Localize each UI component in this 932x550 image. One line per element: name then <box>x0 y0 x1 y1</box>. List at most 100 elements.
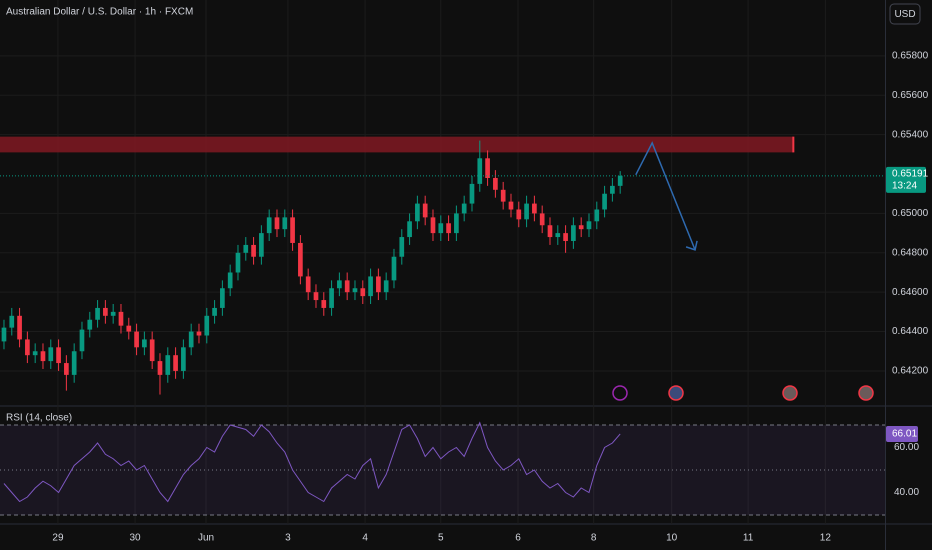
candle-body <box>1 327 7 342</box>
rsi-label-box <box>886 425 918 442</box>
price-label-box <box>886 166 926 193</box>
candle-body <box>446 223 451 234</box>
candle-body <box>149 339 155 362</box>
event-icon[interactable] <box>782 385 798 401</box>
candle-body <box>188 331 194 348</box>
candle-body <box>360 288 366 297</box>
candle-body <box>454 213 459 234</box>
x-tick-label: 11 <box>743 533 754 544</box>
x-tick-label: 8 <box>591 533 597 544</box>
y-tick-label: 0.64200 <box>892 366 929 377</box>
candle-body <box>134 331 139 348</box>
y-tick-label: 0.65400 <box>892 129 929 140</box>
rsi-tick-label: 40.00 <box>894 487 919 498</box>
candle-body <box>586 221 592 230</box>
candle-body <box>461 203 467 214</box>
candle-body <box>516 209 522 220</box>
candle-body <box>165 355 171 375</box>
x-tick-label: 3 <box>285 533 291 544</box>
x-tick-label: 6 <box>515 533 521 544</box>
candle-body <box>578 225 584 230</box>
y-tick-label: 0.64400 <box>892 326 929 337</box>
x-tick-label: 4 <box>362 533 368 544</box>
candle-body <box>56 347 61 364</box>
candle-body <box>87 319 93 330</box>
candle-body <box>298 242 303 277</box>
currency-label[interactable]: USD <box>894 9 915 20</box>
candle-body <box>64 363 69 375</box>
event-icon[interactable] <box>668 385 684 401</box>
candle-body <box>173 355 178 371</box>
indicator-title: RSI (14, close) <box>6 413 72 424</box>
candle-body <box>352 288 358 293</box>
candle-body <box>157 361 163 375</box>
candle-body <box>532 203 537 214</box>
candle-body <box>71 351 77 375</box>
candle-body <box>469 183 475 204</box>
candle-body <box>290 217 295 243</box>
candle-body <box>500 189 506 202</box>
candle-body <box>376 276 381 293</box>
candle-body <box>539 213 545 226</box>
candle-body <box>617 175 623 186</box>
currency-button[interactable] <box>889 3 921 25</box>
y-tick-label: 0.65800 <box>892 51 929 62</box>
event-icons <box>612 385 874 401</box>
candle-body <box>25 339 30 356</box>
x-tick-label: 30 <box>129 533 141 544</box>
candle-body <box>235 252 241 273</box>
candle-body <box>251 244 256 257</box>
candle-body <box>95 307 100 320</box>
candle-body <box>32 351 38 356</box>
candle-body <box>48 347 54 362</box>
candle-body <box>329 288 334 308</box>
event-icon[interactable] <box>612 385 628 401</box>
price-label: 0.65191 <box>892 168 929 179</box>
x-tick-label: Jun <box>198 533 214 544</box>
candle-body <box>594 209 600 222</box>
candle-body <box>555 233 561 238</box>
candle-body <box>243 244 249 253</box>
x-tick-label: 10 <box>666 533 678 544</box>
candle-body <box>485 158 490 178</box>
event-icon[interactable] <box>858 385 874 401</box>
rsi-line <box>3 421 621 503</box>
candle-body <box>274 217 280 230</box>
y-tick-label: 0.65000 <box>892 208 929 219</box>
candle-body <box>204 315 210 336</box>
candle-body <box>196 331 202 336</box>
candle-body <box>368 276 373 297</box>
candle-body <box>181 347 186 371</box>
candle-body <box>126 325 132 332</box>
candle-body <box>103 307 108 316</box>
candle-body <box>407 221 412 238</box>
candle-body <box>399 237 405 257</box>
candle-body <box>212 307 217 316</box>
candle-body <box>313 292 319 301</box>
candle-body <box>321 300 327 308</box>
candle-body <box>40 351 46 362</box>
candle-body <box>220 288 225 308</box>
x-tick-label: 29 <box>52 533 64 544</box>
candle-body <box>602 193 607 210</box>
candle-body <box>493 177 498 190</box>
rsi-tick-label: 60.00 <box>894 442 919 453</box>
candle-body <box>17 315 22 340</box>
candle-body <box>118 311 124 326</box>
candle-body <box>438 223 444 234</box>
resistance-zone <box>0 136 794 153</box>
candle-body <box>524 203 529 220</box>
candle-body <box>259 233 264 257</box>
candle-body <box>422 203 428 218</box>
candle-body <box>337 280 342 289</box>
rsi-value-label: 66.01 <box>892 429 917 440</box>
y-tick-label: 0.64800 <box>892 247 929 258</box>
candle-body <box>305 276 311 293</box>
candle-body <box>547 225 553 238</box>
projection-arrow <box>635 141 696 251</box>
x-tick-label: 5 <box>438 533 444 544</box>
y-tick-label: 0.64600 <box>892 287 929 298</box>
candle-body <box>9 315 15 328</box>
candle-body <box>227 272 233 289</box>
